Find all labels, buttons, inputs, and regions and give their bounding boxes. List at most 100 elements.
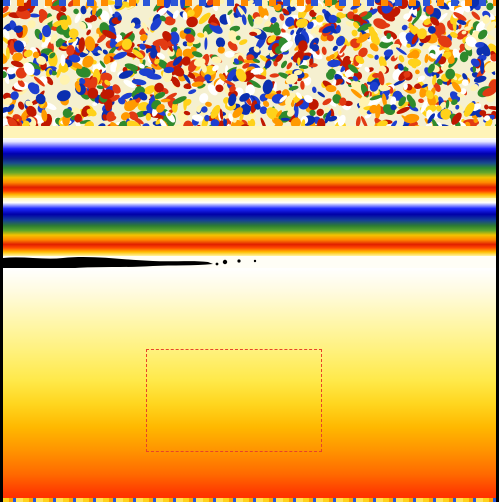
noise-speck [407, 50, 419, 59]
noise-speck [355, 116, 361, 128]
noise-speck [411, 64, 417, 69]
noise-speck [261, 0, 268, 9]
top-stripe-segment [227, 0, 234, 6]
noise-speck [273, 117, 284, 126]
noise-speck [89, 14, 97, 22]
noise-speck [427, 63, 435, 74]
noise-speck [172, 65, 185, 77]
noise-speck [10, 60, 24, 68]
noise-speck [326, 34, 334, 42]
noise-speck [188, 89, 197, 95]
noise-speck [403, 71, 411, 78]
noise-speck [46, 76, 54, 86]
right-border [496, 0, 499, 502]
noise-speck [74, 13, 81, 24]
noise-speck [265, 60, 272, 69]
noise-speck [173, 44, 178, 51]
noise-speck [132, 116, 144, 125]
noise-speck [298, 40, 308, 52]
noise-speck [401, 24, 408, 31]
selection-rectangle[interactable] [146, 349, 322, 452]
noise-speck [462, 73, 468, 81]
noise-speck [335, 35, 346, 47]
noise-speck [459, 43, 466, 51]
noise-speck [484, 61, 496, 73]
noise-speck [293, 69, 303, 76]
noise-speck [273, 26, 281, 36]
noise-speck [206, 0, 217, 6]
noise-speck [316, 108, 324, 117]
noise-speck [58, 62, 69, 72]
noise-speck [150, 48, 158, 59]
noise-speck [359, 32, 364, 43]
noise-speck [35, 93, 46, 105]
noise-speck [108, 5, 113, 15]
noise-speck [456, 19, 467, 25]
noise-speck [332, 94, 342, 104]
noise-speck [31, 114, 44, 124]
noise-speck [3, 97, 13, 105]
top-stripe-segment [311, 0, 318, 6]
noise-speck [132, 49, 144, 59]
noise-speck [156, 103, 165, 113]
noise-speck [102, 29, 117, 39]
noise-speck [398, 54, 405, 63]
noise-speck [486, 2, 494, 11]
noise-speck [445, 99, 450, 109]
noise-speck [210, 104, 221, 119]
top-stripe-segment [3, 0, 10, 6]
noise-speck [447, 56, 455, 64]
noise-speck [84, 36, 96, 52]
noise-speck [363, 90, 370, 97]
noise-speck [181, 56, 191, 66]
noise-speck [105, 99, 113, 112]
noise-speck [204, 114, 210, 122]
noise-speck [178, 113, 187, 123]
noise-speck [341, 76, 353, 84]
noise-speck [249, 118, 256, 128]
noise-speck [191, 4, 203, 19]
noise-speck [197, 32, 205, 38]
noise-speck [156, 52, 166, 60]
noise-speck [60, 54, 66, 67]
noise-speck [12, 52, 23, 62]
noise-speck [269, 73, 280, 78]
noise-speck [197, 83, 206, 89]
noise-speck [435, 53, 443, 65]
top-stripe-segment [115, 0, 122, 6]
noise-speck [309, 49, 323, 60]
noise-speck [228, 93, 237, 107]
noise-speck [86, 108, 97, 117]
top-stripe-segment [381, 0, 388, 6]
noise-speck [139, 43, 146, 50]
noise-speck [60, 19, 69, 31]
noise-speck [172, 10, 179, 19]
top-stripe-segment [297, 0, 304, 6]
noise-speck [357, 23, 372, 32]
noise-speck [207, 84, 218, 96]
noise-speck [339, 44, 347, 54]
noise-speck [235, 68, 247, 82]
top-stripe-segment [199, 0, 206, 6]
noise-speck [370, 33, 380, 46]
top-stripe-segment [437, 0, 444, 6]
noise-speck [209, 22, 218, 26]
noise-speck [292, 51, 304, 63]
noise-speck [205, 101, 212, 107]
noise-speck [41, 15, 56, 25]
noise-speck [372, 25, 383, 35]
top-stripe-segment [45, 0, 52, 6]
noise-speck [228, 113, 234, 122]
noise-speck [348, 64, 359, 74]
top-stripe-segment [185, 0, 192, 6]
noise-speck [3, 71, 7, 79]
noise-speck [68, 38, 77, 43]
noise-speck [270, 16, 277, 24]
top-stripe-segment [395, 0, 402, 6]
noise-speck [86, 23, 93, 30]
noise-speck [17, 101, 25, 110]
noise-speck [227, 9, 233, 16]
noise-speck [117, 15, 122, 21]
noise-speck [390, 104, 397, 111]
noise-speck [10, 91, 19, 100]
